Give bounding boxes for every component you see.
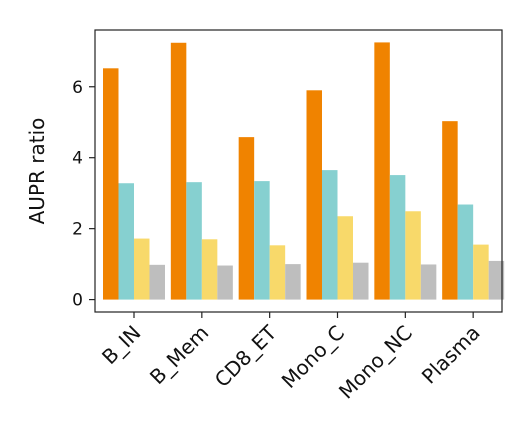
x-tick-label: Mono_NC xyxy=(334,321,417,404)
bar-b-in-series-3 xyxy=(134,238,150,300)
bars-group xyxy=(103,42,505,300)
bar-b-mem-series-3 xyxy=(201,239,218,300)
bar-cd8-et-series-2 xyxy=(254,181,270,300)
y-tick-label: 6 xyxy=(72,78,83,98)
bar-b-in-series-4 xyxy=(149,264,165,300)
y-axis-title: AUPR ratio xyxy=(25,118,49,225)
bar-mono-c-series-1 xyxy=(306,90,322,300)
y-tick-label: 2 xyxy=(72,220,83,240)
bar-b-mem-series-4 xyxy=(217,265,233,300)
bar-plasma-series-3 xyxy=(473,244,489,300)
bar-b-mem-series-2 xyxy=(186,182,202,300)
bar-plasma-series-2 xyxy=(457,204,474,300)
bar-cd8-et-series-3 xyxy=(269,245,286,300)
bar-cd8-et-series-4 xyxy=(285,264,301,300)
bar-b-in-series-1 xyxy=(103,68,119,300)
y-axis: 0 2 4 6 xyxy=(72,78,95,311)
bar-b-mem-series-1 xyxy=(170,42,187,300)
plot-frame xyxy=(94,29,503,313)
bar-cd8-et-series-1 xyxy=(238,137,255,300)
x-tick-label: Plasma xyxy=(417,321,485,389)
bar-mono-nc-series-4 xyxy=(420,264,437,300)
bar-plasma-series-1 xyxy=(442,121,458,300)
y-tick-label: 4 xyxy=(72,149,83,169)
x-tick-label: B_IN xyxy=(97,321,146,370)
bar-plasma-series-4 xyxy=(488,260,505,300)
bar-mono-nc-series-2 xyxy=(389,175,406,300)
bar-mono-nc-series-1 xyxy=(374,42,390,300)
bar-mono-c-series-4 xyxy=(353,262,369,300)
y-tick-label: 0 xyxy=(72,291,83,311)
x-tick-label: CD8_ET xyxy=(210,320,282,392)
x-tick-label: B_Mem xyxy=(145,321,213,389)
bar-mono-nc-series-3 xyxy=(405,211,421,300)
bar-mono-c-series-2 xyxy=(322,170,338,300)
bar-b-in-series-2 xyxy=(118,183,134,300)
bar-mono-c-series-3 xyxy=(337,216,353,300)
